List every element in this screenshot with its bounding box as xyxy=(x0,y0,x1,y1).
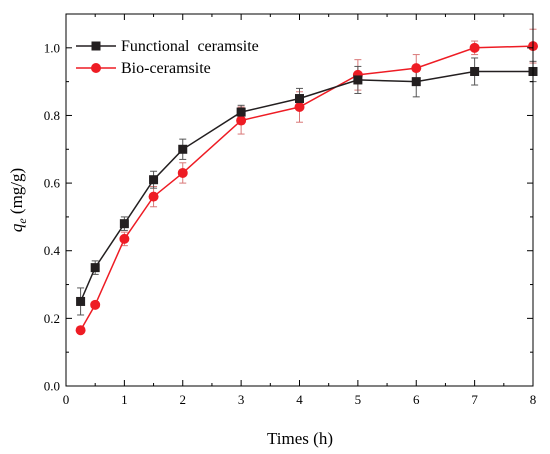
x-tick-label: 3 xyxy=(238,392,245,407)
data-point-functional xyxy=(90,263,100,273)
x-tick-label: 4 xyxy=(296,392,303,407)
data-point-bio xyxy=(75,325,86,336)
y-axis-subscript: e xyxy=(15,218,29,224)
data-point-functional xyxy=(236,107,246,117)
x-tick-label: 5 xyxy=(355,392,362,407)
y-axis-title: qe (mg/g) xyxy=(7,168,29,232)
y-tick-label: 0.6 xyxy=(44,176,61,191)
data-point-bio xyxy=(177,167,188,178)
x-axis-title: Times (h) xyxy=(267,429,333,448)
y-axis-unit: (mg/g) xyxy=(7,168,26,219)
data-point-bio xyxy=(411,63,422,74)
data-point-bio xyxy=(90,299,101,310)
y-tick-label: 0.8 xyxy=(44,108,60,123)
data-point-functional xyxy=(411,77,421,87)
legend-marker-bio xyxy=(91,63,101,73)
y-tick-label: 0.4 xyxy=(44,243,61,258)
data-point-bio xyxy=(294,102,305,112)
y-axis-symbol: q xyxy=(7,223,26,232)
data-point-functional xyxy=(119,219,129,229)
x-tick-label: 0 xyxy=(63,392,70,407)
legend-label-bio: Bio-ceramsite xyxy=(121,60,211,77)
y-tick-label: 0.2 xyxy=(44,311,60,326)
x-tick-label: 1 xyxy=(121,392,128,407)
legend-label-functional: Functional ceramsite xyxy=(121,38,259,55)
data-point-functional xyxy=(76,296,86,306)
data-point-functional xyxy=(470,66,480,76)
axes: 0 1 2 3 4 5 6 7 8 0.0 0.2 0.4 0.6 0.8 1.0 xyxy=(44,13,537,407)
data-point-functional xyxy=(295,94,304,104)
legend-marker-functional xyxy=(91,41,101,51)
data-point-bio xyxy=(236,115,247,126)
data-point-bio xyxy=(119,233,130,244)
x-tick-label: 8 xyxy=(530,392,537,407)
y-tick-label: 0.0 xyxy=(44,379,60,394)
legend: Functional ceramsite Bio-ceramsite xyxy=(76,38,259,77)
plot-area xyxy=(75,28,538,336)
x-tick-label: 6 xyxy=(413,392,420,407)
x-tick-label: 2 xyxy=(180,392,187,407)
data-point-bio xyxy=(148,191,159,202)
y-tick-label: 1.0 xyxy=(44,40,60,55)
series-line-functional xyxy=(79,70,533,302)
data-point-functional xyxy=(178,144,188,154)
data-point-bio xyxy=(469,42,480,53)
data-point-functional xyxy=(149,175,159,185)
x-tick-label: 7 xyxy=(471,392,478,407)
data-point-functional xyxy=(353,75,363,85)
